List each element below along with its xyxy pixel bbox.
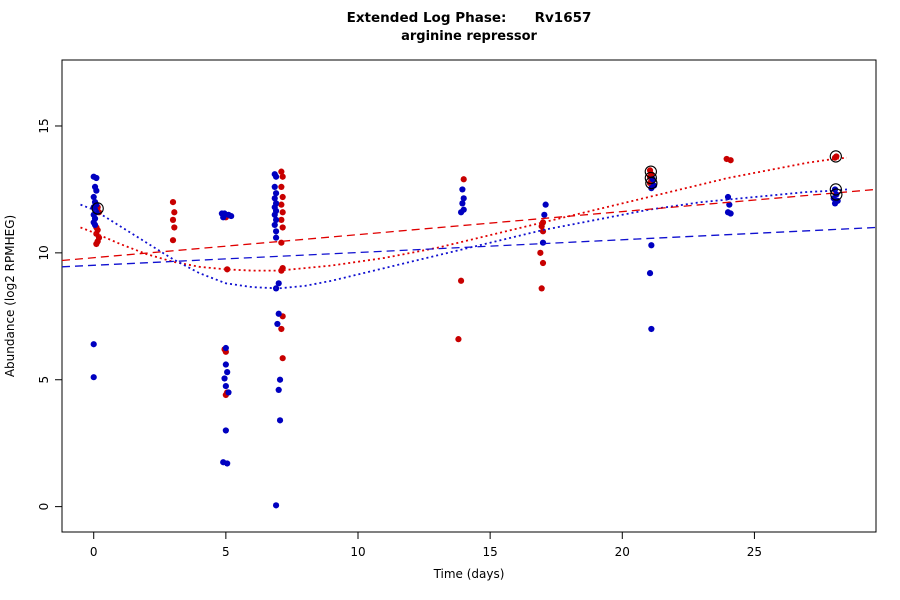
blue-point bbox=[275, 280, 282, 287]
blue-point bbox=[724, 193, 732, 201]
blue-point bbox=[271, 221, 278, 229]
red-point bbox=[169, 216, 177, 223]
blue-point bbox=[221, 375, 228, 382]
red-point bbox=[279, 224, 286, 231]
x-tick-label: 10 bbox=[350, 545, 365, 559]
blue-point bbox=[272, 228, 280, 235]
plot-border bbox=[61, 59, 877, 533]
blue-point bbox=[831, 200, 839, 207]
red-point bbox=[169, 199, 177, 206]
red-smooth-line bbox=[80, 156, 848, 272]
red-point bbox=[279, 193, 286, 201]
blue-point bbox=[228, 212, 235, 220]
red-point bbox=[278, 168, 285, 175]
blue-point bbox=[90, 193, 97, 201]
highlight-ring bbox=[829, 183, 842, 196]
blue-point bbox=[271, 195, 278, 202]
x-tick-label: 25 bbox=[747, 545, 762, 559]
blue-point bbox=[93, 187, 100, 194]
blue-point bbox=[459, 200, 466, 207]
plot-area: 0 5 10 15 20 25 0 5 10 15 bbox=[37, 59, 877, 559]
blue-point bbox=[272, 216, 280, 223]
red-point bbox=[278, 325, 285, 333]
red-linear-line bbox=[61, 188, 877, 262]
chart-title: Extended Log Phase: Rv1657 bbox=[347, 10, 592, 26]
blue-point bbox=[272, 173, 280, 180]
blue-point bbox=[275, 386, 282, 393]
blue-point bbox=[271, 183, 278, 190]
red-point bbox=[171, 224, 178, 231]
x-tick-label: 5 bbox=[222, 545, 230, 559]
red-point bbox=[278, 183, 285, 190]
blue-point bbox=[90, 341, 97, 348]
blue-point bbox=[276, 376, 284, 383]
blue-linear-line bbox=[61, 226, 877, 268]
blue-point bbox=[541, 211, 548, 218]
blue-point bbox=[225, 389, 232, 396]
x-tick-label: 20 bbox=[615, 545, 630, 559]
blue-point bbox=[542, 201, 549, 208]
blue-point bbox=[90, 374, 97, 381]
red-point bbox=[538, 223, 545, 230]
red-point bbox=[539, 259, 547, 267]
blue-point bbox=[460, 195, 467, 202]
y-tick-label: 0 bbox=[37, 503, 51, 511]
red-point bbox=[455, 336, 462, 343]
blue-point bbox=[220, 214, 227, 221]
red-point bbox=[279, 173, 286, 180]
x-tick-label: 0 bbox=[90, 545, 98, 559]
blue-point bbox=[222, 361, 229, 368]
red-point bbox=[278, 216, 285, 223]
blue-point bbox=[648, 325, 655, 333]
x-tick-label: 15 bbox=[483, 545, 498, 559]
x-axis-label: Time (days) bbox=[433, 567, 505, 581]
red-point bbox=[279, 209, 286, 216]
red-point bbox=[538, 285, 545, 292]
red-point bbox=[279, 355, 286, 362]
blue-point bbox=[222, 427, 229, 434]
red-point bbox=[457, 277, 465, 284]
chart-subtitle: arginine repressor bbox=[401, 29, 537, 44]
blue-point bbox=[271, 211, 278, 218]
red-point bbox=[224, 266, 231, 273]
blue-point bbox=[224, 460, 231, 467]
highlight-ring bbox=[830, 188, 843, 201]
blue-point bbox=[274, 320, 281, 328]
blue-point bbox=[726, 201, 733, 208]
blue-point bbox=[93, 174, 100, 182]
blue-point bbox=[222, 344, 229, 352]
blue-point bbox=[276, 417, 284, 424]
red-point bbox=[93, 240, 100, 248]
red-point bbox=[278, 267, 285, 274]
highlight-ring bbox=[829, 150, 842, 163]
blue-point bbox=[275, 310, 282, 317]
red-point bbox=[278, 201, 285, 208]
blue-point bbox=[727, 210, 734, 217]
blue-point bbox=[222, 382, 229, 390]
y-tick-label: 5 bbox=[37, 376, 51, 384]
blue-point bbox=[272, 190, 280, 197]
y-axis-label: Abundance (log2 RPMHEG) bbox=[3, 215, 17, 377]
highlight-ring bbox=[91, 202, 104, 215]
blue-point bbox=[539, 239, 547, 246]
blue-point bbox=[459, 186, 466, 193]
blue-point bbox=[224, 369, 231, 376]
blue-point bbox=[457, 209, 465, 216]
blue-point bbox=[646, 270, 654, 277]
highlight-ring bbox=[645, 176, 658, 190]
y-tick-label: 15 bbox=[37, 118, 51, 133]
blue-point bbox=[648, 242, 655, 249]
highlight-ring bbox=[644, 171, 657, 185]
red-point bbox=[171, 209, 178, 216]
red-point bbox=[727, 157, 734, 164]
blue-point bbox=[91, 221, 99, 229]
red-point bbox=[537, 249, 544, 256]
red-point bbox=[169, 237, 177, 244]
blue-point bbox=[272, 234, 280, 241]
y-tick-label: 10 bbox=[37, 245, 51, 260]
red-point bbox=[460, 176, 467, 183]
blue-point bbox=[272, 502, 280, 509]
